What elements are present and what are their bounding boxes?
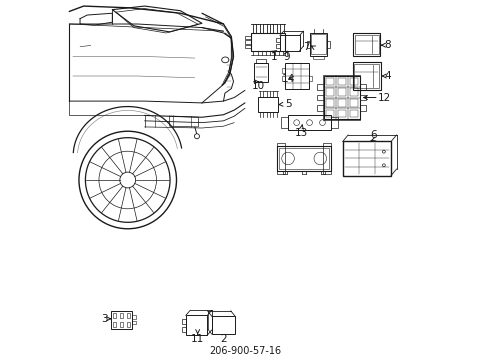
- Bar: [323, 75, 361, 120]
- Bar: [338, 99, 346, 107]
- Bar: [113, 322, 116, 327]
- Bar: [343, 141, 391, 176]
- Bar: [120, 313, 122, 318]
- Bar: [338, 110, 346, 117]
- Bar: [349, 78, 358, 85]
- Text: 9: 9: [284, 52, 290, 62]
- Bar: [310, 33, 327, 55]
- Text: 8: 8: [385, 40, 391, 50]
- Bar: [360, 84, 366, 90]
- Bar: [326, 99, 334, 107]
- Bar: [277, 146, 331, 171]
- Text: 2: 2: [220, 334, 227, 344]
- Bar: [354, 64, 379, 88]
- Bar: [132, 321, 136, 324]
- Bar: [338, 78, 346, 85]
- Bar: [127, 313, 130, 318]
- Text: 7: 7: [303, 42, 310, 51]
- Bar: [349, 88, 358, 96]
- Text: 6: 6: [370, 130, 377, 140]
- Bar: [279, 148, 329, 169]
- Bar: [254, 63, 268, 82]
- Bar: [127, 322, 130, 327]
- Bar: [181, 319, 186, 324]
- Text: 10: 10: [252, 81, 265, 91]
- Bar: [111, 311, 132, 329]
- Bar: [281, 117, 288, 129]
- Bar: [307, 41, 310, 48]
- Bar: [245, 40, 251, 44]
- Bar: [276, 44, 280, 48]
- Bar: [327, 41, 330, 48]
- Bar: [326, 88, 334, 96]
- Bar: [282, 68, 285, 73]
- Bar: [353, 33, 380, 55]
- Bar: [331, 117, 338, 129]
- Text: 206-900-57-16: 206-900-57-16: [209, 346, 281, 356]
- Bar: [318, 105, 324, 111]
- Bar: [324, 76, 360, 119]
- Bar: [318, 95, 324, 100]
- Bar: [288, 116, 331, 130]
- Text: 1: 1: [271, 51, 278, 62]
- Bar: [251, 33, 285, 50]
- Bar: [276, 38, 280, 42]
- Bar: [181, 327, 186, 332]
- Bar: [256, 59, 266, 63]
- Bar: [355, 35, 379, 54]
- Bar: [282, 76, 285, 81]
- Bar: [212, 316, 235, 334]
- Bar: [318, 84, 324, 90]
- Bar: [245, 36, 251, 39]
- Bar: [326, 78, 334, 85]
- Bar: [132, 315, 136, 319]
- Bar: [360, 95, 366, 100]
- Text: 11: 11: [191, 334, 204, 344]
- Bar: [245, 45, 251, 48]
- Bar: [186, 315, 207, 335]
- Text: 5: 5: [285, 99, 292, 109]
- Text: 3: 3: [101, 314, 107, 324]
- Bar: [313, 55, 324, 59]
- Bar: [353, 62, 381, 90]
- Bar: [326, 110, 334, 117]
- Bar: [120, 322, 122, 327]
- Bar: [285, 63, 309, 89]
- Bar: [323, 143, 331, 174]
- Bar: [277, 143, 285, 174]
- Bar: [258, 97, 278, 112]
- Bar: [311, 35, 326, 54]
- Text: 13: 13: [295, 128, 308, 138]
- Text: 4: 4: [385, 71, 391, 81]
- Bar: [349, 110, 358, 117]
- Bar: [338, 88, 346, 96]
- Bar: [280, 36, 300, 50]
- Text: 12: 12: [378, 93, 391, 103]
- Bar: [360, 105, 366, 111]
- Bar: [349, 99, 358, 107]
- Bar: [309, 76, 312, 81]
- Text: 14: 14: [281, 73, 294, 84]
- Bar: [113, 313, 116, 318]
